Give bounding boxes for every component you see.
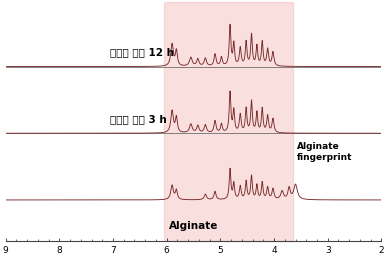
Text: 초음파 조사 3 h: 초음파 조사 3 h	[110, 114, 167, 124]
Bar	[164, 2, 293, 241]
Text: Alginate
fingerprint: Alginate fingerprint	[296, 142, 352, 162]
Text: Alginate: Alginate	[169, 221, 218, 231]
Text: 초음파 조사 12 h: 초음파 조사 12 h	[110, 47, 174, 57]
